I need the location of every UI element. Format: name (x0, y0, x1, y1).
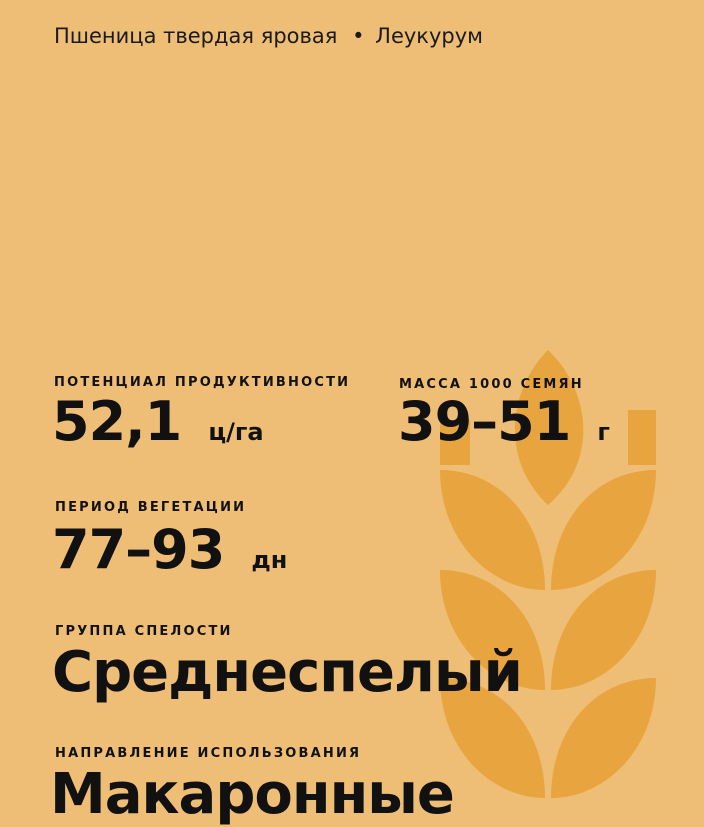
seed-mass-unit: г (597, 418, 610, 446)
usage-value: Макаронные (50, 762, 455, 827)
wheat-icon (440, 350, 656, 798)
productivity-stat: 52,1 ц/га (52, 390, 264, 453)
productivity-label: ПОТЕНЦИАЛ ПРОДУКТИВНОСТИ (54, 375, 351, 390)
separator-dot: • (352, 24, 365, 48)
variety-name: Леукурум (375, 24, 484, 48)
seed-mass-stat: 39–51 г (398, 390, 610, 453)
crop-name: Пшеница твердая яровая (54, 24, 338, 48)
productivity-unit: ц/га (208, 418, 264, 446)
vegetation-unit: дн (251, 546, 288, 574)
seed-mass-value: 39–51 (398, 390, 571, 453)
vegetation-value: 77–93 (52, 518, 225, 581)
usage-label: НАПРАВЛЕНИЕ ИСПОЛЬЗОВАНИЯ (55, 746, 362, 761)
vegetation-stat: 77–93 дн (52, 518, 287, 581)
productivity-value: 52,1 (52, 390, 182, 453)
ripeness-label: ГРУППА СПЕЛОСТИ (55, 624, 233, 639)
ripeness-value: Среднеспелый (52, 640, 523, 705)
vegetation-label: ПЕРИОД ВЕГЕТАЦИИ (55, 500, 247, 515)
seed-mass-label: МАССА 1000 СЕМЯН (399, 377, 584, 392)
page-header: Пшеница твердая яровая • Леукурум (54, 24, 483, 48)
